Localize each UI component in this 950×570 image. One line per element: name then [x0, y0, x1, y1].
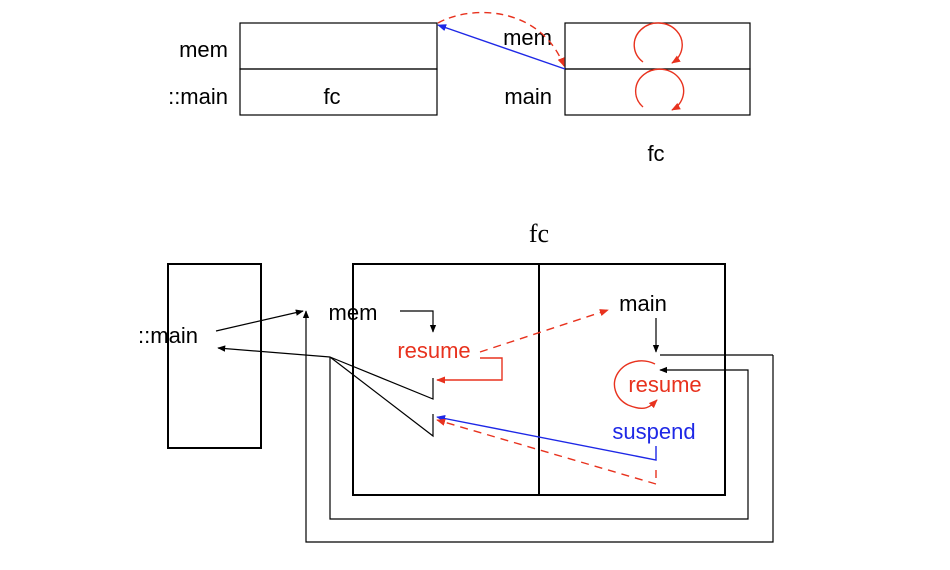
top-left-main-cell — [239, 68, 438, 116]
suspend-label: suspend — [612, 419, 695, 444]
top-blue-link-arrow — [437, 24, 566, 70]
top-right-main-cell — [564, 68, 751, 116]
bottom-diagram: fc ::main mem main resume resume suspend — [138, 219, 774, 543]
outline-inner — [329, 357, 749, 520]
suspend-blue-arrow — [436, 415, 657, 461]
zigzag-upper — [329, 356, 434, 400]
top-left-mem-label: mem — [179, 37, 228, 62]
main-stack-box — [167, 263, 262, 449]
zigzag-return-arrow — [329, 356, 434, 438]
mem-label: mem — [329, 300, 378, 325]
resume-left-label: resume — [397, 338, 470, 363]
main-right-label: main — [619, 291, 667, 316]
return-to-main-arrow — [217, 345, 331, 358]
resume-to-main-dashed — [479, 309, 609, 353]
top-left-mem-cell — [239, 22, 438, 70]
resume-right-loop — [613, 360, 657, 409]
mem-down-arrow — [400, 310, 437, 333]
top-right-caption: fc — [647, 141, 664, 166]
suspend-red-dashed — [436, 418, 657, 485]
top-diagram: mem ::main fc mem main fc — [168, 11, 751, 166]
top-right-main-label: main — [504, 84, 552, 109]
outline-outer — [302, 310, 774, 543]
top-left-fc-text: fc — [323, 84, 340, 109]
resume-right-label: resume — [628, 372, 701, 397]
main-to-mem-arrow — [215, 309, 304, 332]
resume-left-bracket — [436, 357, 503, 384]
bottom-title: fc — [529, 219, 549, 248]
top-right-mem-label: mem — [503, 25, 552, 50]
top-right-mem-cell — [564, 22, 751, 70]
top-red-loop-lower — [634, 68, 685, 111]
main-stack-label: ::main — [138, 323, 198, 348]
top-red-loop-upper — [633, 22, 683, 64]
top-red-dashed-arc — [437, 11, 565, 67]
top-left-main-label: ::main — [168, 84, 228, 109]
